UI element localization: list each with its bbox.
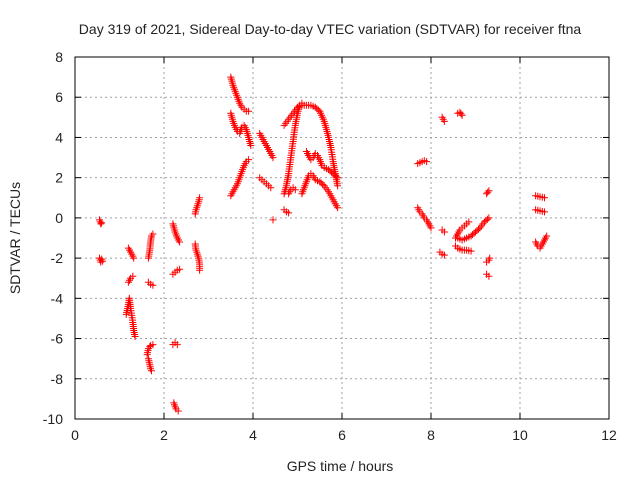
data-point xyxy=(99,257,107,265)
grid-lines xyxy=(75,57,609,419)
data-point xyxy=(148,367,155,375)
y-tick-label: -2 xyxy=(51,250,64,266)
data-point xyxy=(332,172,340,180)
data-point xyxy=(319,180,327,188)
data-point xyxy=(541,194,548,202)
data-point xyxy=(485,214,493,222)
y-tick-label: 0 xyxy=(55,210,63,226)
data-point xyxy=(485,187,493,195)
data-point xyxy=(484,188,492,196)
x-tick-label: 4 xyxy=(249,427,257,443)
data-point xyxy=(173,341,181,349)
data-point xyxy=(176,265,184,273)
data-point xyxy=(98,219,106,227)
y-tick-label: -10 xyxy=(43,411,63,427)
data-point xyxy=(298,99,306,107)
data-point xyxy=(245,107,253,115)
data-point xyxy=(467,247,475,255)
data-point xyxy=(97,258,105,266)
x-tick-label: 6 xyxy=(338,427,346,443)
data-point xyxy=(291,186,299,194)
data-point xyxy=(247,142,255,149)
x-axis-label: GPS time / hours xyxy=(287,458,394,474)
data-point xyxy=(541,208,548,216)
x-tick-label: 8 xyxy=(427,427,435,443)
data-point xyxy=(130,254,138,262)
data-point xyxy=(458,111,466,119)
data-point xyxy=(196,266,204,274)
data-point xyxy=(267,184,275,192)
data-point xyxy=(269,216,277,224)
data-point xyxy=(334,204,342,212)
data-points xyxy=(96,73,551,415)
y-tick-label: 4 xyxy=(55,129,63,145)
data-point xyxy=(97,220,105,228)
axis-ticks: 0 2 4 6 8 10 12 -10 -8 -6 -4 -2 0 2 4 6 8 xyxy=(43,49,617,443)
y-axis-label: SDTVAR / TECUs xyxy=(7,182,23,294)
x-tick-label: 10 xyxy=(512,427,528,443)
data-point xyxy=(423,158,431,166)
y-tick-label: -8 xyxy=(51,371,64,387)
data-point xyxy=(149,230,157,238)
data-point xyxy=(176,238,184,246)
y-tick-label: -6 xyxy=(51,331,64,347)
data-point xyxy=(131,333,139,340)
chart-title: Day 319 of 2021, Sidereal Day-to-day VTE… xyxy=(79,21,582,37)
y-tick-label: -4 xyxy=(51,290,64,306)
x-tick-label: 2 xyxy=(160,427,168,443)
data-point xyxy=(486,254,494,262)
data-point xyxy=(543,232,551,240)
data-point xyxy=(475,225,482,233)
data-point xyxy=(440,251,448,259)
data-point xyxy=(269,154,277,162)
y-tick-label: 2 xyxy=(55,170,63,186)
data-point xyxy=(245,156,253,164)
data-point xyxy=(149,341,157,349)
data-point xyxy=(440,228,448,236)
data-point xyxy=(129,272,137,280)
data-point xyxy=(427,224,435,232)
y-tick-label: 6 xyxy=(55,89,63,105)
y-tick-label: 8 xyxy=(55,49,63,65)
data-point xyxy=(457,110,465,118)
data-point xyxy=(149,281,157,289)
data-point xyxy=(334,174,342,182)
x-tick-label: 0 xyxy=(71,427,79,443)
data-point xyxy=(174,407,182,415)
x-tick-label: 12 xyxy=(601,427,617,443)
data-point xyxy=(483,215,491,223)
data-point xyxy=(334,182,342,190)
data-point xyxy=(196,194,204,202)
data-point xyxy=(485,272,493,280)
data-point xyxy=(440,117,448,125)
data-point xyxy=(285,209,293,217)
data-point xyxy=(465,218,473,226)
